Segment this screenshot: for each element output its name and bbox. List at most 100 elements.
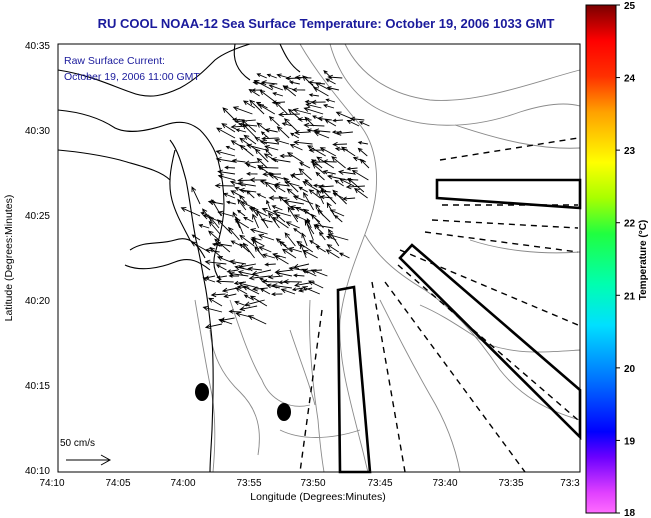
current-vector-icon bbox=[238, 281, 259, 289]
current-vector-icon bbox=[218, 318, 233, 325]
current-vector-icon bbox=[345, 184, 365, 190]
x-tick-label: 73:35 bbox=[498, 478, 523, 489]
current-vector-icon bbox=[293, 263, 310, 269]
current-vector-icon bbox=[221, 287, 238, 293]
current-vector-icon bbox=[271, 100, 286, 105]
current-vector-icon bbox=[221, 123, 236, 133]
current-vector-icon bbox=[228, 271, 249, 277]
x-tick-label: 74:05 bbox=[105, 478, 130, 489]
current-vector-icon bbox=[253, 80, 273, 91]
current-vector-icon bbox=[260, 131, 269, 139]
current-vector-icon bbox=[237, 270, 259, 277]
current-vector-icon bbox=[239, 194, 248, 205]
current-vector-icon bbox=[214, 238, 231, 253]
current-vector-icon bbox=[305, 102, 322, 109]
current-vector-icon bbox=[346, 166, 358, 171]
current-vector-icon bbox=[339, 178, 355, 187]
current-vector-icon bbox=[238, 263, 256, 269]
current-vector-icon bbox=[252, 213, 260, 229]
current-vector-icon bbox=[316, 188, 325, 205]
current-vector-icon bbox=[288, 246, 303, 253]
current-vector-icon bbox=[293, 227, 302, 235]
current-vector-icon bbox=[243, 134, 257, 145]
current-vector-icon bbox=[287, 206, 299, 223]
current-vector-icon bbox=[290, 132, 300, 139]
current-vector-icon bbox=[204, 323, 223, 330]
current-vector-icon bbox=[341, 146, 356, 157]
current-vector-icon bbox=[338, 252, 350, 259]
current-vector-icon bbox=[281, 248, 297, 259]
current-vector-icon bbox=[326, 244, 339, 253]
current-vector-icon bbox=[204, 247, 220, 254]
current-vector-icon bbox=[287, 152, 303, 163]
current-vector-icon bbox=[293, 130, 310, 136]
current-vector-icon bbox=[327, 74, 343, 80]
colorbar-tick-label: 21 bbox=[624, 291, 636, 302]
current-vector-icon bbox=[232, 106, 253, 115]
y-tick-label: 40:30 bbox=[25, 126, 50, 137]
current-vector-icon bbox=[332, 118, 343, 123]
x-tick-label: 74:00 bbox=[170, 478, 195, 489]
current-vector-icon bbox=[288, 266, 303, 271]
current-vector-icon bbox=[216, 275, 227, 280]
current-vector-icon bbox=[337, 169, 356, 175]
current-vector-icon bbox=[231, 158, 246, 164]
current-vector-icon bbox=[296, 240, 314, 253]
current-vector-icon bbox=[313, 131, 330, 139]
current-vector-icon bbox=[347, 177, 365, 193]
current-vector-icon bbox=[303, 122, 325, 128]
current-vector-icon bbox=[241, 119, 256, 133]
x-tick-label: 73:55 bbox=[236, 478, 261, 489]
current-vector-icon bbox=[264, 128, 278, 133]
current-vector-icon bbox=[351, 170, 369, 181]
x-tick-label: 74:10 bbox=[39, 478, 64, 489]
current-vector-icon bbox=[332, 189, 347, 205]
current-vector-icon bbox=[353, 187, 368, 199]
current-vector-icon bbox=[259, 89, 276, 103]
current-vector-icon bbox=[229, 180, 247, 187]
station-marker-north bbox=[195, 383, 209, 401]
radar-radials bbox=[299, 137, 579, 473]
current-vector-icon bbox=[254, 137, 268, 145]
current-vector-icon bbox=[245, 163, 257, 169]
current-vector-icon bbox=[234, 265, 250, 271]
current-vector-icon bbox=[325, 98, 336, 103]
current-vector-icon bbox=[246, 190, 255, 199]
current-vector-icon bbox=[215, 264, 227, 271]
current-vector-icon bbox=[249, 99, 265, 115]
y-axis-ticks: 40:35 40:30 40:25 40:20 40:15 40:10 bbox=[25, 41, 50, 477]
current-vector-icon bbox=[303, 191, 314, 211]
current-vector-icon bbox=[223, 293, 237, 299]
current-vector-icon bbox=[191, 234, 201, 241]
current-vector-icon bbox=[314, 82, 331, 91]
scale-arrow-icon bbox=[66, 454, 112, 466]
current-vector-icon bbox=[287, 108, 302, 121]
current-vector-icon bbox=[324, 119, 337, 127]
current-vector-icon bbox=[335, 130, 353, 136]
current-vector-icon bbox=[308, 189, 321, 199]
current-vector-icon bbox=[334, 214, 343, 223]
current-vector-icon bbox=[239, 305, 258, 312]
current-vector-icon bbox=[278, 240, 293, 253]
current-vector-icon bbox=[274, 101, 288, 115]
current-vector-icon bbox=[246, 143, 267, 151]
current-vector-icon bbox=[303, 107, 324, 115]
current-vector-icon bbox=[275, 270, 292, 277]
current-vector-icon bbox=[254, 246, 265, 259]
x-axis-ticks: 74:10 74:05 74:00 73:55 73:50 73:45 73:40 73:35… bbox=[39, 478, 580, 489]
y-tick-label: 40:20 bbox=[25, 296, 50, 307]
current-vectors bbox=[180, 69, 370, 330]
current-vector-icon bbox=[315, 171, 325, 181]
x-tick-label: 73:3 bbox=[560, 478, 580, 489]
current-vector-icon bbox=[271, 283, 292, 289]
current-vector-icon bbox=[320, 188, 337, 205]
current-vector-icon bbox=[264, 145, 279, 151]
current-vector-icon bbox=[318, 231, 326, 241]
current-vector-icon bbox=[208, 215, 220, 229]
current-vector-icon bbox=[272, 216, 289, 229]
current-vector-icon bbox=[310, 269, 328, 277]
current-vector-icon bbox=[276, 73, 290, 79]
colorbar-tick-label: 18 bbox=[624, 508, 636, 518]
current-vector-icon bbox=[258, 233, 275, 241]
colorbar-tick-label: 20 bbox=[624, 364, 636, 375]
